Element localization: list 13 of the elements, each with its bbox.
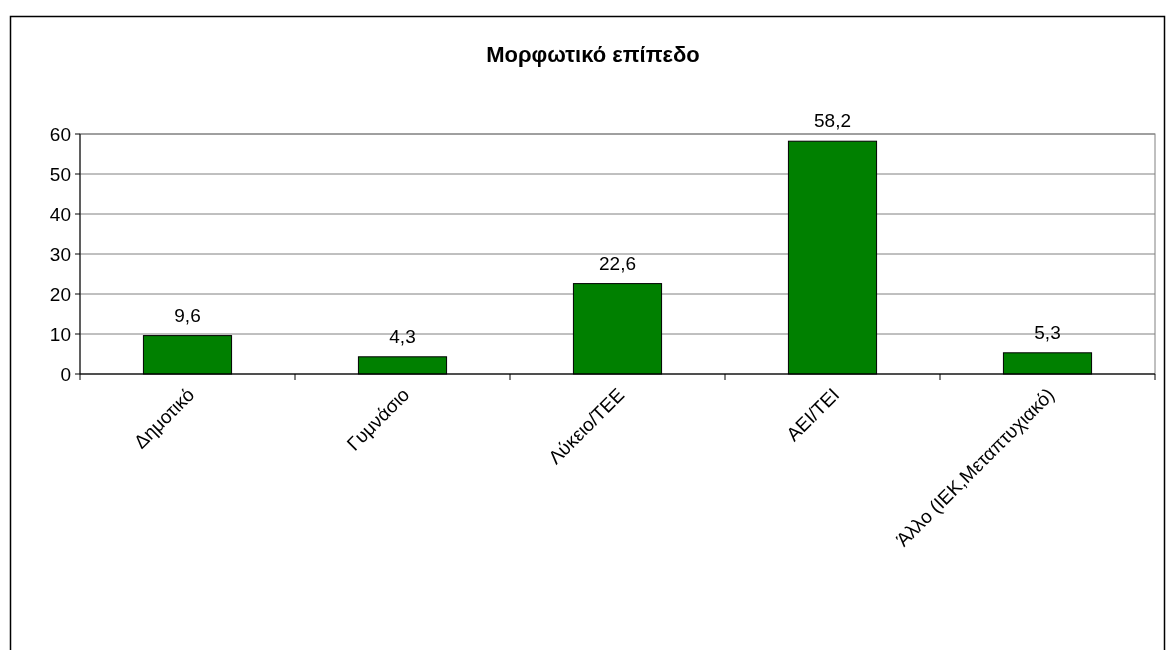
y-tick-label: 20	[49, 283, 71, 305]
chart-title: Μορφωτικό επίπεδο	[486, 42, 700, 67]
data-label: 58,2	[814, 110, 851, 132]
y-tick-label: 0	[60, 363, 71, 385]
y-tick-label: 60	[49, 123, 71, 145]
y-tick-label: 40	[49, 203, 71, 225]
data-label: 22,6	[599, 252, 636, 274]
data-label: 5,3	[1034, 321, 1061, 343]
y-tick-label: 50	[49, 163, 71, 185]
y-tick-label: 30	[49, 243, 71, 265]
data-label: 4,3	[389, 325, 416, 347]
y-tick-label: 10	[49, 323, 71, 345]
data-label: 9,6	[174, 304, 201, 326]
